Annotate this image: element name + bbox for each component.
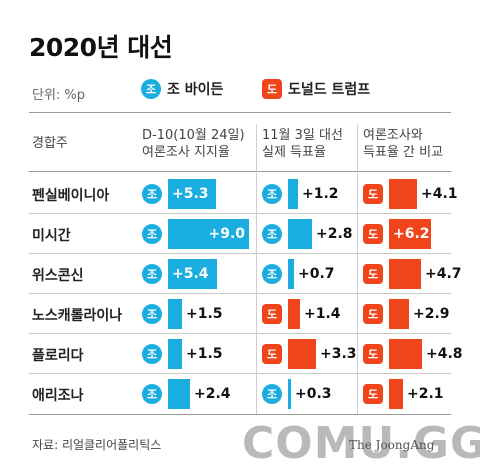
header-state: 경합주 [32,136,68,151]
diff-value-label: +4.7 [425,266,462,282]
diff-value-label: +6.2 [393,226,430,242]
unit-label: 단위: %p [32,88,86,103]
poll-value-label: +5.4 [172,266,209,282]
result-bar [288,179,298,209]
poll-bar [168,259,217,289]
diff-bar [389,219,431,249]
poll-bar [168,339,182,369]
header-result-line1: 11월 3일 대선 [262,128,343,143]
chart-title: 2020년 대선 [29,33,173,62]
poll-value-label: +1.5 [186,306,223,322]
poll-bar [168,219,249,249]
legend-trump: 도 도널드 트럼프 [262,79,370,99]
biden-badge-icon: 조 [262,264,282,284]
result-bar [288,339,316,369]
biden-badge-icon: 조 [142,344,162,364]
trump-badge-icon: 도 [363,384,383,404]
poll-value-label: +1.5 [186,346,223,362]
result-value-label: +1.2 [302,186,339,202]
state-name: 플로리다 [32,348,84,364]
trump-badge-icon: 도 [363,344,383,364]
source-note: 자료: 리얼클리어폴리틱스 [32,438,162,452]
header-result: 11월 3일 대선 실제 득표율 [262,127,343,161]
poll-value-label: +2.4 [194,386,231,402]
result-bar [288,219,312,249]
trump-badge-icon: 도 [262,79,282,99]
watermark-text: COMU.GG [242,418,480,469]
legend-biden-label: 조 바이든 [167,82,224,98]
row-divider [29,213,451,214]
state-name: 펜실베이니아 [32,188,110,204]
header-rule [29,171,451,172]
biden-badge-icon: 조 [262,224,282,244]
diff-bar [389,339,422,369]
state-name: 노스캐롤라이나 [32,308,123,324]
diff-bar [389,299,409,329]
diff-value-label: +2.1 [407,386,444,402]
result-value-label: +1.4 [304,306,341,322]
biden-badge-icon: 조 [141,79,161,99]
biden-badge-icon: 조 [142,224,162,244]
biden-badge-icon: 조 [142,384,162,404]
header-diff-line1: 여론조사와 [363,128,423,143]
biden-badge-icon: 조 [142,304,162,324]
row-divider [29,373,451,374]
biden-badge-icon: 조 [142,264,162,284]
publisher-logo: The JoongAng [349,438,435,452]
trump-badge-icon: 도 [363,264,383,284]
result-value-label: +3.3 [320,346,357,362]
diff-bar [389,179,417,209]
result-value-label: +0.3 [295,386,332,402]
legend-trump-label: 도널드 트럼프 [288,82,371,98]
result-bar [288,379,291,409]
header-diff: 여론조사와 득표율 간 비교 [363,127,443,161]
header-poll-line1: D-10(10월 24일) [142,128,245,143]
row-divider [29,333,451,334]
diff-value-label: +2.9 [413,306,450,322]
diff-value-label: +4.1 [421,186,458,202]
top-rule [29,112,451,113]
diff-bar [389,259,421,289]
poll-bar [168,179,216,209]
trump-badge-icon: 도 [262,304,282,324]
poll-value-label: +9.0 [208,226,245,242]
result-value-label: +0.7 [298,266,335,282]
row-divider [29,253,451,254]
diff-value-label: +4.8 [426,346,463,362]
biden-badge-icon: 조 [142,184,162,204]
state-name: 위스콘신 [32,268,84,284]
biden-badge-icon: 조 [262,384,282,404]
state-name: 미시간 [32,228,71,244]
trump-badge-icon: 도 [363,224,383,244]
result-bar [288,299,300,329]
bottom-rule [29,414,451,415]
legend-biden: 조 조 바이든 [141,79,223,99]
result-bar [288,259,294,289]
poll-bar [168,379,190,409]
state-name: 애리조나 [32,388,84,404]
column-divider [256,124,257,414]
header-result-line2: 실제 득표율 [262,145,326,160]
header-poll-line2: 여론조사 지지율 [142,145,230,160]
diff-bar [389,379,403,409]
header-poll: D-10(10월 24일) 여론조사 지지율 [142,127,245,161]
poll-bar [168,299,182,329]
biden-badge-icon: 조 [262,184,282,204]
trump-badge-icon: 도 [363,184,383,204]
result-value-label: +2.8 [316,226,353,242]
header-diff-line2: 득표율 간 비교 [363,145,444,160]
column-divider [357,124,358,414]
poll-value-label: +5.3 [172,186,209,202]
row-divider [29,293,451,294]
trump-badge-icon: 도 [363,304,383,324]
trump-badge-icon: 도 [262,344,282,364]
